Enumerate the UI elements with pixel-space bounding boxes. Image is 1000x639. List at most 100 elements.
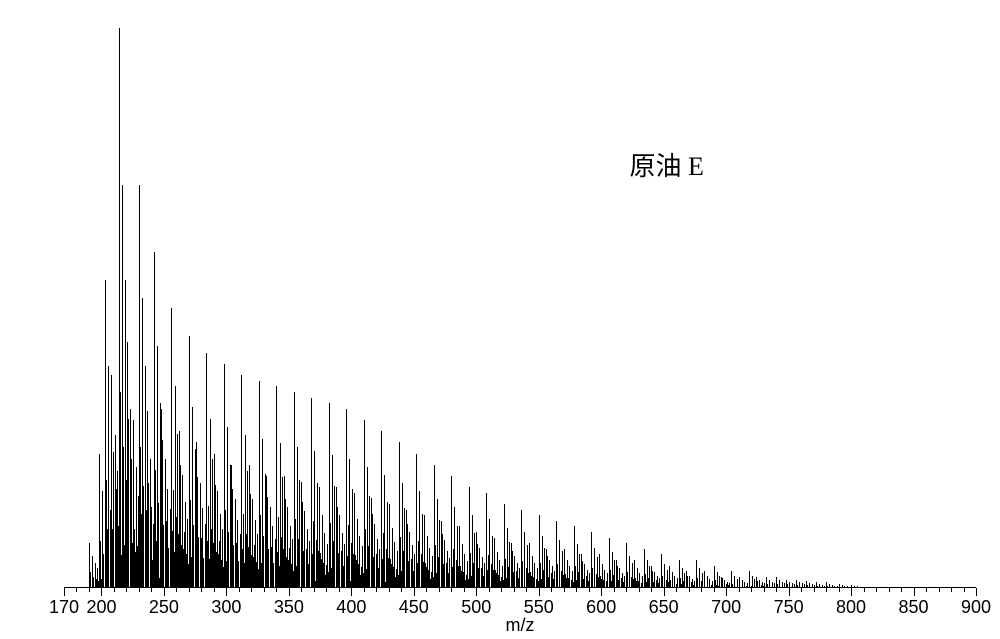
spectrum-peak	[338, 553, 339, 588]
spectrum-peak	[837, 586, 838, 588]
x-tick-major	[664, 588, 665, 596]
spectrum-peak	[198, 537, 199, 588]
x-tick-minor	[939, 588, 940, 592]
x-tick-minor	[876, 588, 877, 592]
spectrum-peak	[208, 506, 209, 588]
spectrum-peak	[776, 577, 777, 588]
x-tick-minor	[564, 588, 565, 592]
spectrum-peak	[784, 583, 785, 588]
spectrum-peak	[505, 559, 506, 588]
spectrum-peak	[737, 579, 738, 588]
x-tick-minor	[639, 588, 640, 592]
spectrum-peak	[225, 510, 226, 588]
spectrum-peak	[697, 578, 698, 588]
spectrum-peak	[425, 563, 426, 588]
x-tick-minor	[651, 588, 652, 592]
spectrum-peak	[592, 568, 593, 588]
spectrum-peak	[727, 582, 728, 588]
spectrum-peak	[731, 571, 732, 588]
spectrum-peak	[365, 529, 366, 588]
x-tick-label: 650	[649, 597, 679, 618]
spectrum-peak	[847, 586, 848, 588]
x-tick-label: 170	[49, 597, 79, 618]
x-tick-major	[601, 588, 602, 596]
x-tick-minor	[689, 588, 690, 592]
x-tick-minor	[251, 588, 252, 592]
spectrum-peak	[652, 580, 653, 588]
spectrum-peak	[348, 525, 349, 588]
spectrum-peak	[180, 533, 181, 588]
spectrum-peak	[285, 549, 286, 588]
spectrum-peak	[330, 523, 331, 588]
x-tick-major	[101, 588, 102, 596]
spectrum-peak	[645, 574, 646, 588]
spectrum-peak	[418, 541, 419, 588]
spectrum-peak	[278, 517, 279, 588]
spectrum-peak	[547, 574, 548, 588]
spectrum-peak	[802, 583, 803, 588]
spectrum-peak	[540, 563, 541, 588]
spectrum-peak	[709, 579, 710, 588]
spectrum-peak	[453, 549, 454, 588]
x-tick-minor	[239, 588, 240, 592]
spectrum-peak	[243, 514, 244, 588]
x-tick-label: 600	[586, 597, 616, 618]
x-tick-major	[976, 588, 977, 596]
spectrum-peak	[662, 576, 663, 588]
sample-label: 原油 E	[629, 146, 703, 183]
spectrum-peak	[146, 537, 147, 588]
x-tick-label: 400	[336, 597, 366, 618]
spectrum-peak	[268, 549, 269, 588]
x-tick-minor	[501, 588, 502, 592]
x-tick-major	[476, 588, 477, 596]
spectrum-peak	[851, 585, 852, 588]
spectrum-peak	[495, 570, 496, 588]
spectrum-peak	[857, 586, 858, 588]
spectrum-peak	[782, 582, 783, 588]
spectrum-peak	[113, 514, 114, 588]
x-tick-label: 700	[711, 597, 741, 618]
x-tick-minor	[889, 588, 890, 592]
spectrum-peak	[762, 582, 763, 588]
spectrum-peak	[624, 576, 625, 588]
x-tick-minor	[926, 588, 927, 592]
spectrum-peak	[478, 568, 479, 588]
spectrum-peak	[717, 572, 718, 588]
spectrum-peak	[557, 564, 558, 588]
x-tick-major	[414, 588, 415, 596]
spectrum-peak	[680, 578, 681, 588]
spectrum-peak	[530, 572, 531, 588]
x-tick-minor	[301, 588, 302, 592]
x-tick-minor	[214, 588, 215, 592]
spectrum-peak	[814, 585, 815, 588]
x-tick-minor	[326, 588, 327, 592]
x-tick-minor	[826, 588, 827, 592]
x-tick-minor	[626, 588, 627, 592]
x-tick-minor	[176, 588, 177, 592]
spectrum-peak	[772, 582, 773, 588]
spectrum-peak	[134, 529, 135, 588]
spectrum-peak	[822, 585, 823, 588]
spectrum-peak	[792, 583, 793, 588]
spectrum-peak	[672, 572, 673, 588]
spectrum-peak	[769, 580, 770, 588]
spectrum-peak	[635, 578, 636, 588]
x-tick-minor	[764, 588, 765, 592]
x-tick-minor	[439, 588, 440, 592]
spectrum-peak	[759, 580, 760, 588]
spectrum-peak	[627, 572, 628, 588]
spectrum-peak	[163, 525, 164, 588]
spectrum-peak	[460, 566, 461, 588]
spectrum-peak	[704, 571, 705, 588]
spectrum-peak	[589, 573, 590, 588]
spectrum-peak	[600, 576, 601, 588]
spectrum-peak	[806, 581, 807, 588]
spectrum-peak	[470, 553, 471, 588]
x-tick-label: 800	[836, 597, 866, 618]
spectrum-peak	[809, 583, 810, 588]
x-tick-minor	[576, 588, 577, 592]
x-tick-minor	[814, 588, 815, 592]
x-tick-label: 250	[149, 597, 179, 618]
spectrum-peak	[734, 576, 735, 588]
mass-spectrum-chart: 1702002503003504004505005506006507007508…	[64, 28, 976, 588]
